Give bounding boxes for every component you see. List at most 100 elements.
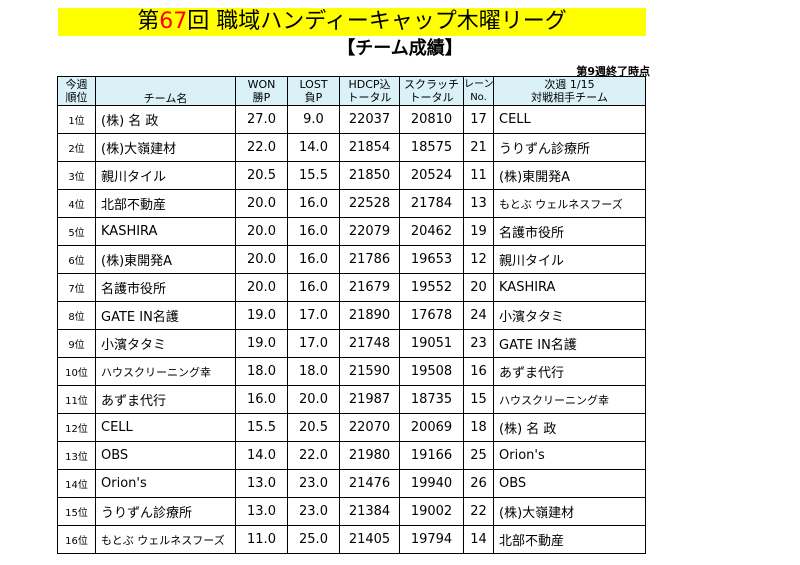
- cell-lane: 21: [463, 133, 494, 162]
- cell-team: KASHIRA: [95, 217, 236, 246]
- cell-lane: 17: [463, 105, 494, 134]
- cell-rank: 9位: [57, 329, 96, 358]
- cell-lane: 11: [463, 161, 494, 190]
- cell-rank: 1位: [57, 105, 96, 134]
- cell-won: 14.0: [235, 441, 288, 470]
- table-row: 1位 (株) 名 政 27.0 9.0 22037 20810 17 CELL: [57, 105, 646, 134]
- cell-scratch: 20524: [399, 161, 464, 190]
- cell-team: 小濱タタミ: [95, 329, 236, 358]
- cell-lane: 13: [463, 189, 494, 218]
- cell-opp: 北部不動産: [493, 525, 646, 554]
- title-number: 67: [159, 9, 188, 34]
- cell-scratch: 18735: [399, 385, 464, 414]
- cell-lane: 22: [463, 497, 494, 526]
- cell-scratch: 19794: [399, 525, 464, 554]
- cell-lane: 14: [463, 525, 494, 554]
- cell-rank: 10位: [57, 357, 96, 386]
- cell-rank: 11位: [57, 385, 96, 414]
- table-row: 12位 CELL 15.5 20.5 22070 20069 18 (株) 名 政: [57, 413, 646, 442]
- cell-lost: 22.0: [287, 441, 340, 470]
- cell-won: 16.0: [235, 385, 288, 414]
- cell-hdcp: 21748: [339, 329, 400, 358]
- cell-won: 20.0: [235, 245, 288, 274]
- cell-rank: 4位: [57, 189, 96, 218]
- table-row: 16位 もとぶ ウェルネスフーズ 11.0 25.0 21405 19794 14 北部不動産: [57, 525, 646, 554]
- cell-lost: 15.5: [287, 161, 340, 190]
- cell-won: 20.0: [235, 189, 288, 218]
- cell-team: OBS: [95, 441, 236, 470]
- cell-team: (株)東開発A: [95, 245, 236, 274]
- table-row: 10位 ハウスクリーニング幸 18.0 18.0 21590 19508 16 あずま代行: [57, 357, 646, 386]
- cell-opp: (株)大嶺建材: [493, 497, 646, 526]
- cell-hdcp: 22079: [339, 217, 400, 246]
- cell-lost: 16.0: [287, 217, 340, 246]
- cell-lost: 16.0: [287, 273, 340, 302]
- cell-lane: 19: [463, 217, 494, 246]
- cell-rank: 8位: [57, 301, 96, 330]
- cell-scratch: 20069: [399, 413, 464, 442]
- page-subtitle: 【チーム成績】: [337, 38, 463, 59]
- cell-lost: 17.0: [287, 329, 340, 358]
- cell-scratch: 17678: [399, 301, 464, 330]
- cell-hdcp: 21590: [339, 357, 400, 386]
- cell-hdcp: 21786: [339, 245, 400, 274]
- cell-hdcp: 21850: [339, 161, 400, 190]
- cell-won: 13.0: [235, 469, 288, 498]
- cell-lane: 26: [463, 469, 494, 498]
- standings-table: 今週 順位 チーム名 WON 勝P LOST 負P HDCP込 トータル スクラッチ トー…: [57, 76, 646, 554]
- cell-lane: 23: [463, 329, 494, 358]
- cell-scratch: 21784: [399, 189, 464, 218]
- cell-scratch: 19552: [399, 273, 464, 302]
- cell-rank: 6位: [57, 245, 96, 274]
- cell-lane: 25: [463, 441, 494, 470]
- cell-won: 18.0: [235, 357, 288, 386]
- cell-hdcp: 21679: [339, 273, 400, 302]
- cell-team: もとぶ ウェルネスフーズ: [95, 525, 236, 554]
- cell-rank: 15位: [57, 497, 96, 526]
- cell-rank: 12位: [57, 413, 96, 442]
- table-row: 11位 あずま代行 16.0 20.0 21987 18735 15 ハウスクリーニング幸: [57, 385, 646, 414]
- cell-opp: CELL: [493, 105, 646, 134]
- cell-lost: 16.0: [287, 189, 340, 218]
- cell-hdcp: 21987: [339, 385, 400, 414]
- cell-lost: 20.0: [287, 385, 340, 414]
- cell-team: 北部不動産: [95, 189, 236, 218]
- cell-team: (株)大嶺建材: [95, 133, 236, 162]
- cell-opp: (株)東開発A: [493, 161, 646, 190]
- cell-team: ハウスクリーニング幸: [95, 357, 236, 386]
- cell-won: 20.0: [235, 217, 288, 246]
- cell-lane: 20: [463, 273, 494, 302]
- cell-lost: 20.5: [287, 413, 340, 442]
- header-lost: LOST 負P: [287, 76, 340, 106]
- cell-won: 20.0: [235, 273, 288, 302]
- table-row: 6位 (株)東開発A 20.0 16.0 21786 19653 12 親川タイル: [57, 245, 646, 274]
- cell-scratch: 18575: [399, 133, 464, 162]
- cell-scratch: 19653: [399, 245, 464, 274]
- cell-lost: 23.0: [287, 497, 340, 526]
- table-row: 14位 Orion's 13.0 23.0 21476 19940 26 OBS: [57, 469, 646, 498]
- cell-team: 名護市役所: [95, 273, 236, 302]
- cell-rank: 3位: [57, 161, 96, 190]
- cell-scratch: 19051: [399, 329, 464, 358]
- header-rank: 今週 順位: [57, 76, 96, 106]
- cell-hdcp: 22037: [339, 105, 400, 134]
- cell-opp: うりずん診療所: [493, 133, 646, 162]
- cell-opp: 親川タイル: [493, 245, 646, 274]
- cell-lane: 15: [463, 385, 494, 414]
- cell-team: (株) 名 政: [95, 105, 236, 134]
- cell-opp: もとぶ ウェルネスフーズ: [493, 189, 646, 218]
- cell-opp: 名護市役所: [493, 217, 646, 246]
- header-opponent: 次週 1/15 対戦相手チーム: [493, 76, 646, 106]
- cell-team: あずま代行: [95, 385, 236, 414]
- header-lane: レーン No.: [463, 76, 494, 106]
- cell-team: CELL: [95, 413, 236, 442]
- cell-lost: 9.0: [287, 105, 340, 134]
- header-team: チーム名: [95, 76, 236, 106]
- cell-lane: 16: [463, 357, 494, 386]
- cell-hdcp: 21384: [339, 497, 400, 526]
- table-row: 4位 北部不動産 20.0 16.0 22528 21784 13 もとぶ ウェルネスフーズ: [57, 189, 646, 218]
- cell-lost: 16.0: [287, 245, 340, 274]
- cell-won: 19.0: [235, 301, 288, 330]
- cell-opp: ハウスクリーニング幸: [493, 385, 646, 414]
- cell-hdcp: 22070: [339, 413, 400, 442]
